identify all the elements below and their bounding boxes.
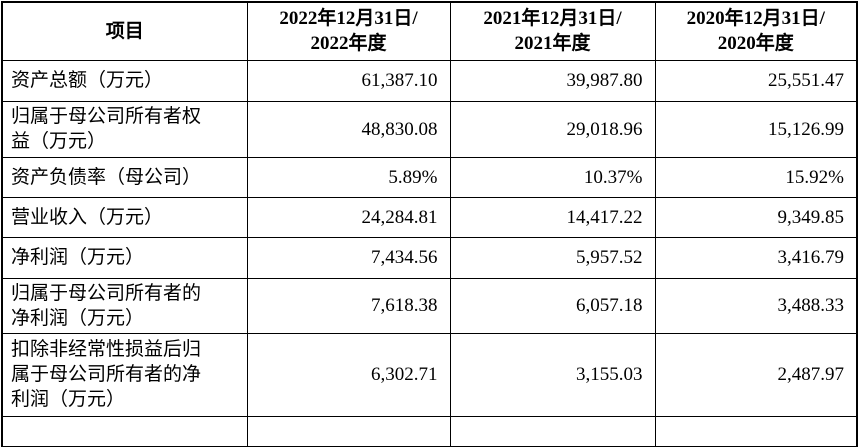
header-row: 项目 2022年12月31日/2022年度 2021年12月31日/2021年度 20… xyxy=(1,1,858,61)
value-cell: 25,551.47 xyxy=(654,59,858,102)
table-row: 归属于母公司所有者权 益（万元） 48,830.08 29,018.96 15,126.… xyxy=(1,100,858,158)
header-text: 2020年12月31日/ xyxy=(686,8,825,30)
header-item: 项目 xyxy=(1,1,248,61)
value-cell: 61,387.10 xyxy=(246,59,451,102)
row-label-text: 净利润（万元） xyxy=(11,307,145,329)
value-cell: 39,987.80 xyxy=(449,59,656,102)
value-cell: 6,057.18 xyxy=(449,277,656,334)
row-label: 净利润（万元） xyxy=(1,236,248,279)
header-text: 2020年度 xyxy=(717,33,794,55)
value-cell: 9,349.85 xyxy=(654,196,858,238)
row-label-text: 扣除非经常性损益后归 xyxy=(11,339,202,360)
empty-cell xyxy=(654,415,858,447)
value-cell: 29,018.96 xyxy=(449,100,656,158)
row-label-text: 益（万元） xyxy=(11,131,107,152)
value-cell: 6,302.71 xyxy=(246,332,451,417)
value-cell: 48,830.08 xyxy=(246,100,451,158)
value-cell: 10.37% xyxy=(449,156,656,198)
value-cell: 15,126.99 xyxy=(654,100,858,158)
row-label: 归属于母公司所有者的 净利润（万元） xyxy=(1,277,248,334)
value-cell: 7,618.38 xyxy=(246,277,451,334)
row-label-text: 归属于母公司所有者权 xyxy=(11,106,202,127)
table-row: 扣除非经常性损益后归 属于母公司所有者的净 利润（万元） 6,302.71 3,155.… xyxy=(1,332,858,417)
header-2022: 2022年12月31日/2022年度 xyxy=(246,1,451,61)
header-2020: 2020年12月31日/2020年度 xyxy=(654,1,858,61)
value-cell: 3,416.79 xyxy=(654,236,858,279)
value-cell: 7,434.56 xyxy=(246,236,451,279)
row-label: 扣除非经常性损益后归 属于母公司所有者的净 利润（万元） xyxy=(1,332,248,417)
table-row: 净利润（万元） 7,434.56 5,957.52 3,416.79 xyxy=(1,236,858,279)
table-row: 营业收入（万元） 24,284.81 14,417.22 9,349.85 xyxy=(1,196,858,238)
row-label-text: 归属于母公司所有者的 xyxy=(11,282,202,304)
table-row: 归属于母公司所有者的 净利润（万元） 7,618.38 6,057.18 3,488.3… xyxy=(1,277,858,334)
row-label: 资产负债率（母公司） xyxy=(1,156,248,198)
table-row-partial xyxy=(1,415,858,447)
row-label: 归属于母公司所有者权 益（万元） xyxy=(1,100,248,158)
table-row: 资产总额（万元） 61,387.10 39,987.80 25,551.47 xyxy=(1,59,858,102)
value-cell: 5.89% xyxy=(246,156,451,198)
row-label: 营业收入（万元） xyxy=(1,196,248,238)
row-label-text: 资产负债率（母公司） xyxy=(11,166,202,188)
value-cell: 15.92% xyxy=(654,156,858,198)
value-cell: 24,284.81 xyxy=(246,196,451,238)
empty-cell xyxy=(449,415,656,447)
empty-cell xyxy=(1,415,248,447)
header-2021: 2021年12月31日/2021年度 xyxy=(449,1,656,61)
row-label-text: 资产总额（万元） xyxy=(11,70,164,91)
header-text: 2021年度 xyxy=(514,33,591,55)
value-cell: 2,487.97 xyxy=(654,332,858,417)
value-cell: 14,417.22 xyxy=(449,196,656,238)
row-label-text: 净利润（万元） xyxy=(11,247,145,268)
value-cell: 3,488.33 xyxy=(654,277,858,334)
row-label: 资产总额（万元） xyxy=(1,59,248,102)
value-cell: 5,957.52 xyxy=(449,236,656,279)
header-text: 项目 xyxy=(105,20,144,42)
empty-cell xyxy=(246,415,451,447)
row-label-text: 营业收入（万元） xyxy=(11,206,164,228)
row-label-text: 利润（万元） xyxy=(11,389,126,410)
value-cell: 3,155.03 xyxy=(449,332,656,417)
row-label-text: 属于母公司所有者的净 xyxy=(11,364,202,385)
header-text: 2022年度 xyxy=(310,33,387,55)
header-text: 2022年12月31日/ xyxy=(279,8,418,30)
table-row: 资产负债率（母公司） 5.89% 10.37% 15.92% xyxy=(1,156,858,198)
header-text: 2021年12月31日/ xyxy=(483,8,622,30)
